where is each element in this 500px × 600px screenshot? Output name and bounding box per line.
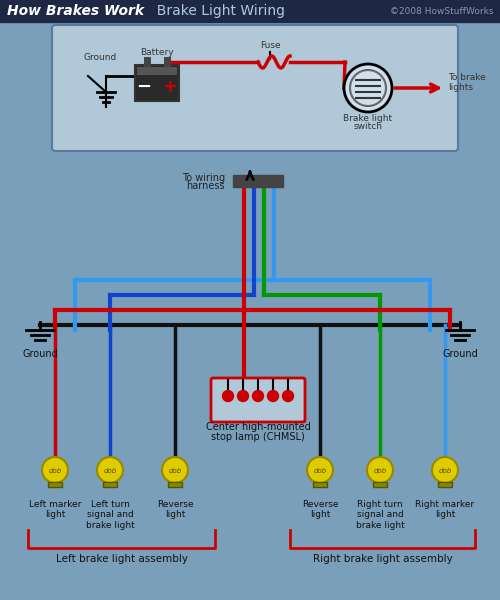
Text: ©2008 HowStuffWorks: ©2008 HowStuffWorks [390,7,494,16]
Bar [168,482,182,487]
Text: stop lamp (CHMSL): stop lamp (CHMSL) [211,432,305,442]
Text: Fuse: Fuse [260,41,280,50]
Circle shape [282,391,294,401]
Text: Right turn
signal and
brake light: Right turn signal and brake light [356,500,405,530]
Text: −: − [136,78,152,96]
Text: Brake light: Brake light [344,114,392,123]
Text: To brake: To brake [448,73,486,82]
Circle shape [307,457,333,483]
Bar [0,0,500,22]
Text: dob: dob [314,468,326,474]
Bar [373,482,387,487]
Bar [48,482,62,487]
Text: dob: dob [48,468,62,474]
Text: Reverse
light: Reverse light [302,500,338,520]
Circle shape [222,391,234,401]
Circle shape [432,457,458,483]
Circle shape [162,457,188,483]
Text: +: + [162,78,178,96]
Text: Center high-mounted: Center high-mounted [206,422,310,432]
Circle shape [268,391,278,401]
Bar [137,67,177,75]
Bar [438,482,452,487]
Text: harness: harness [186,181,225,191]
Text: Brake Light Wiring: Brake Light Wiring [148,4,285,18]
Bar [313,482,327,487]
Text: Left marker
light: Left marker light [29,500,81,520]
Text: To wiring: To wiring [182,173,225,183]
Bar [135,65,179,101]
Text: dob: dob [168,468,181,474]
Circle shape [42,457,68,483]
Text: Ground: Ground [442,349,478,359]
Text: Right brake light assembly: Right brake light assembly [312,554,452,564]
Circle shape [252,391,264,401]
Bar [103,482,117,487]
Text: switch: switch [354,122,382,131]
Text: dob: dob [374,468,386,474]
Text: Battery: Battery [140,48,174,57]
Text: How Brakes Work: How Brakes Work [7,4,144,18]
Text: Ground: Ground [22,349,58,359]
Text: Ground: Ground [84,53,116,62]
Circle shape [367,457,393,483]
Text: dob: dob [438,468,452,474]
FancyBboxPatch shape [52,25,458,151]
Text: Right marker
light: Right marker light [416,500,474,520]
FancyBboxPatch shape [211,378,305,422]
Bar [233,175,283,187]
Text: lights: lights [448,83,473,92]
Text: Left turn
signal and
brake light: Left turn signal and brake light [86,500,134,530]
Text: Left brake light assembly: Left brake light assembly [56,554,188,564]
Circle shape [238,391,248,401]
Circle shape [97,457,123,483]
Text: Reverse
light: Reverse light [157,500,193,520]
Text: dob: dob [104,468,117,474]
Circle shape [344,64,392,112]
